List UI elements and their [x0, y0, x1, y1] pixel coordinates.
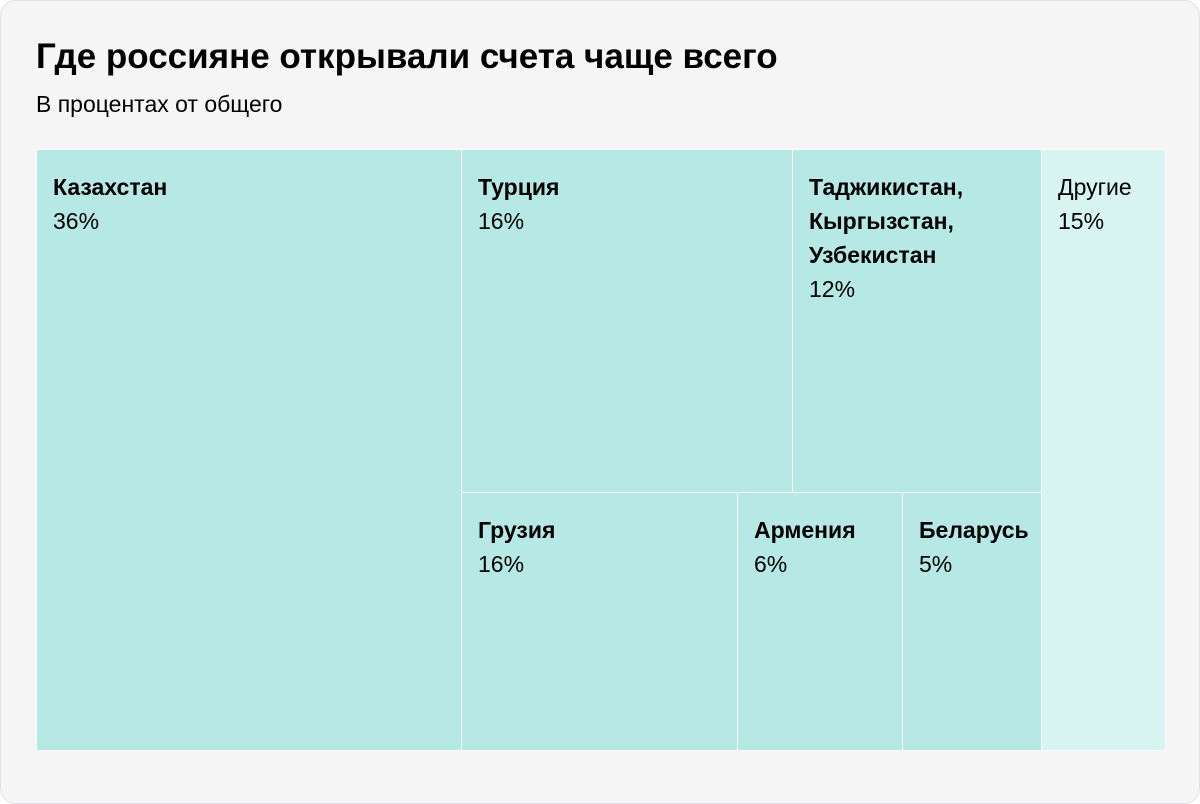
treemap-cell-value: 15% [1058, 208, 1105, 234]
chart-title: Где россияне открывали счета чаще всего [36, 37, 778, 76]
treemap-cell-label: Армения [754, 517, 856, 543]
treemap-cell: Турция 16% [461, 149, 793, 493]
treemap-cell-value: 16% [478, 208, 525, 234]
treemap-cell-value: 5% [919, 551, 953, 577]
treemap-cell: Таджикистан, Кыргызстан, Узбекистан 12% [792, 149, 1042, 493]
treemap-cell: Казахстан 36% [36, 149, 462, 751]
treemap-cell-label: Другие [1058, 174, 1132, 200]
treemap-cell-label: Грузия [478, 517, 556, 543]
treemap-cell-value: 16% [478, 551, 525, 577]
treemap-cell-value: 36% [53, 208, 100, 234]
treemap-cell: Беларусь 5% [902, 492, 1042, 751]
treemap-cell-label: Турция [478, 174, 560, 200]
treemap-plot-area: Казахстан 36% Турция 16% Таджикистан, Кыргыз… [36, 149, 1166, 751]
treemap-cell-label: Беларусь [919, 517, 1029, 543]
treemap-cell-value: 12% [809, 276, 856, 302]
chart-subtitle: В процентах от общего [36, 91, 283, 117]
treemap-cell: Армения 6% [737, 492, 903, 751]
treemap-cell: Грузия 16% [461, 492, 738, 751]
treemap-cell-label: Таджикистан, Кыргызстан, Узбекистан [809, 174, 964, 268]
treemap-cell: Другие 15% [1041, 149, 1166, 751]
treemap-cell-value: 6% [754, 551, 788, 577]
treemap-cell-label: Казахстан [53, 174, 168, 200]
